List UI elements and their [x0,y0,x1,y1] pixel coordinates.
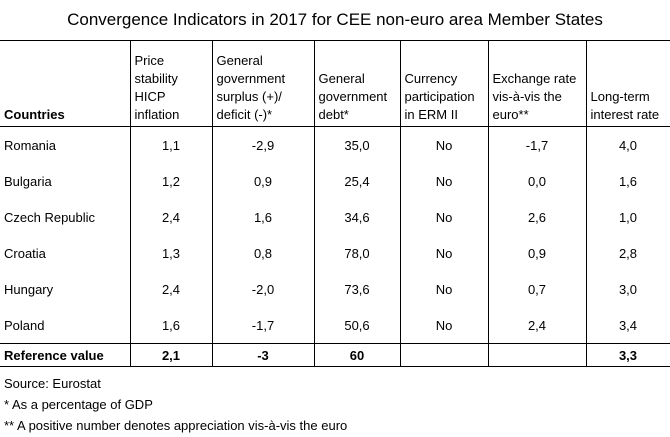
cell-rate: 1,6 [585,163,670,199]
header-countries: Countries [0,40,130,127]
cell-surplus: -2,0 [211,271,314,307]
cell-surplus: -1,7 [211,307,314,344]
cell-erm: No [399,163,488,199]
cell-debt: 35,0 [313,126,400,163]
reference-label: Reference value [0,343,130,367]
cell-rate: 1,0 [585,199,670,235]
cell-inflation: 1,3 [129,235,212,271]
cell-surplus: 1,6 [211,199,314,235]
cell-fx: 0,9 [487,235,586,271]
cell-inflation: 1,1 [129,126,212,163]
cell-erm: No [399,307,488,344]
gdp-footnote: * As a percentage of GDP [4,397,153,412]
cell-inflation: 1,6 [129,307,212,344]
header-surplus: General government surplus (+)/ deficit … [211,40,314,127]
table-row: Czech Republic 2,4 1,6 34,6 No 2,6 1,0 [0,199,670,235]
table-row: Bulgaria 1,2 0,9 25,4 No 0,0 1,6 [0,163,670,199]
cell-inflation: 1,2 [129,163,212,199]
table-row: Hungary 2,4 -2,0 73,6 No 0,7 3,0 [0,271,670,307]
cell-rate: 2,8 [585,235,670,271]
cell-inflation: 2,4 [129,271,212,307]
source-note: Source: Eurostat [4,376,101,391]
cell-debt: 25,4 [313,163,400,199]
cell-country: Hungary [4,281,54,297]
cell-debt: 78,0 [313,235,400,271]
cell-debt: 34,6 [313,199,400,235]
header-erm: Currency participation in ERM II [399,40,488,127]
table-row: Romania 1,1 -2,9 35,0 No -1,7 4,0 [0,126,670,163]
reference-rate: 3,3 [585,343,670,367]
header-inflation: Price stability HICP inflation [129,40,212,127]
cell-country: Croatia [4,245,46,261]
cell-rate: 3,0 [585,271,670,307]
appreciation-footnote: ** A positive number denotes appreciatio… [4,418,348,433]
header-fx: Exchange rate vis-à-vis the euro** [487,40,586,127]
header-row: Countries Price stability HICP inflation… [0,40,670,127]
cell-fx: 2,6 [487,199,586,235]
reference-fx [487,343,586,367]
header-rate: Long-term interest rate [585,40,670,127]
reference-debt: 60 [313,343,400,367]
cell-fx: 0,7 [487,271,586,307]
cell-country: Romania [4,137,57,153]
cell-erm: No [399,271,488,307]
cell-fx: 2,4 [487,307,586,344]
footnotes: Source: Eurostat * As a percentage of GD… [0,373,670,436]
cell-country: Bulgaria [4,173,52,189]
reference-inflation: 2,1 [129,343,212,367]
cell-erm: No [399,199,488,235]
cell-surplus: 0,9 [211,163,314,199]
reference-row: Reference value 2,1 -3 60 3,3 [0,343,670,367]
reference-surplus: -3 [211,343,314,367]
header-debt: General government debt* [313,40,400,127]
table-row: Poland 1,6 -1,7 50,6 No 2,4 3,4 [0,307,670,344]
cell-inflation: 2,4 [129,199,212,235]
cell-surplus: 0,8 [211,235,314,271]
cell-erm: No [399,235,488,271]
cell-rate: 4,0 [585,126,670,163]
cell-surplus: -2,9 [211,126,314,163]
convergence-table: Countries Price stability HICP inflation… [0,40,670,367]
cell-debt: 73,6 [313,271,400,307]
cell-rate: 3,4 [585,307,670,344]
cell-fx: 0,0 [487,163,586,199]
reference-erm [399,343,488,367]
cell-debt: 50,6 [313,307,400,344]
table-title: Convergence Indicators in 2017 for CEE n… [0,0,670,41]
table-row: Croatia 1,3 0,8 78,0 No 0,9 2,8 [0,235,670,271]
cell-country: Poland [4,317,45,333]
cell-fx: -1,7 [487,126,586,163]
cell-country: Czech Republic [4,209,96,225]
cell-erm: No [399,126,488,163]
